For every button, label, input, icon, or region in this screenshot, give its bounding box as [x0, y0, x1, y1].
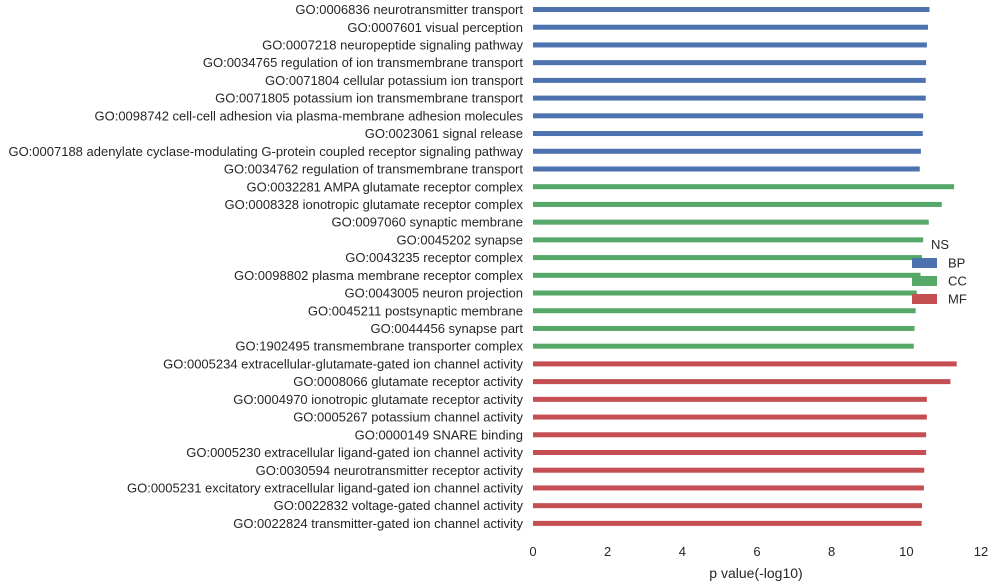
category-label: GO:0008066 glutamate receptor activity [293, 374, 523, 389]
bar-mf-7 [533, 485, 924, 491]
bar-cc-1 [533, 201, 942, 207]
category-labels: GO:0006836 neurotransmitter transport GO:… [8, 2, 523, 531]
category-label: GO:0098802 plasma membrane receptor comp… [234, 268, 524, 283]
bar-mf-2 [533, 396, 927, 402]
legend-swatch-bp [912, 258, 937, 268]
bar-bp-0 [533, 7, 930, 12]
bar-bp-1 [533, 24, 928, 30]
bar-mf-8 [533, 503, 923, 509]
bar-mf-4 [533, 432, 927, 438]
x-tick-label: 8 [828, 544, 835, 559]
bar-bp-5 [533, 95, 926, 101]
bar-mf-1 [533, 379, 951, 385]
bar-bp-3 [533, 60, 927, 66]
bar-cc-3 [533, 237, 924, 243]
legend: NS BP CC MF [912, 237, 967, 307]
category-label: GO:0045202 synapse [397, 232, 523, 247]
legend-swatch-cc [912, 276, 937, 286]
category-label: GO:0071804 cellular potassium ion transp… [265, 73, 523, 88]
category-label: GO:0022832 voltage-gated channel activit… [274, 498, 524, 513]
legend-title: NS [931, 237, 949, 252]
bar-mf-3 [533, 414, 927, 420]
category-label: GO:0045211 postsynaptic membrane [308, 303, 523, 318]
category-label: GO:0007218 neuropeptide signaling pathwa… [262, 37, 523, 52]
bar-cc-5 [533, 272, 921, 278]
x-tick-label: 6 [753, 544, 760, 559]
category-label: GO:0022824 transmitter-gated ion channel… [233, 516, 523, 531]
category-label: GO:0071805 potassium ion transmembrane t… [215, 91, 523, 106]
category-label: GO:0043235 receptor complex [345, 250, 523, 265]
category-label: GO:0004970 ionotropic glutamate receptor… [233, 392, 523, 407]
legend-label-bp: BP [948, 256, 965, 271]
x-tick-label: 12 [974, 544, 988, 559]
category-label: GO:0000149 SNARE binding [355, 427, 523, 442]
category-label: GO:0043005 neuron projection [344, 286, 523, 301]
category-label: GO:0034765 regulation of ion transmembra… [203, 55, 524, 70]
bar-bp-7 [533, 131, 923, 137]
bar-mf-9 [533, 520, 922, 526]
category-label: GO:0008328 ionotropic glutamate receptor… [225, 197, 524, 212]
bar-bp-9 [533, 166, 920, 172]
x-tick-label: 2 [604, 544, 611, 559]
bar-cc-7 [533, 308, 916, 314]
category-label: GO:0007601 visual perception [347, 20, 523, 35]
bar-mf-0 [533, 361, 957, 367]
bar-cc-0 [533, 184, 955, 190]
x-tick-label: 10 [899, 544, 913, 559]
category-label: GO:1902495 transmembrane transporter com… [235, 339, 523, 354]
bar-mf-6 [533, 467, 925, 473]
legend-label-mf: MF [948, 292, 967, 307]
bar-cc-8 [533, 325, 915, 331]
bar-bp-2 [533, 42, 927, 48]
category-label: GO:0034762 regulation of transmembrane t… [224, 162, 524, 177]
bar-bp-4 [533, 77, 926, 83]
category-label: GO:0023061 signal release [365, 126, 523, 141]
bar-cc-6 [533, 290, 917, 296]
x-axis-ticks: 0 2 4 6 8 10 12 [529, 544, 988, 559]
category-label: GO:0005230 extracellular ligand-gated io… [186, 445, 523, 460]
x-tick-label: 0 [529, 544, 536, 559]
category-label: GO:0030594 neurotransmitter receptor act… [256, 463, 524, 478]
category-label: GO:0007188 adenylate cyclase-modulating … [8, 144, 523, 159]
bar-cc-4 [533, 255, 923, 261]
category-label: GO:0098742 cell-cell adhesion via plasma… [94, 108, 523, 123]
category-label: GO:0006836 neurotransmitter transport [295, 2, 523, 17]
x-tick-label: 4 [679, 544, 686, 559]
bars-group [533, 7, 957, 526]
category-label: GO:0005231 excitatory extracellular liga… [127, 480, 524, 495]
bar-cc-9 [533, 343, 914, 349]
bar-cc-2 [533, 219, 929, 225]
category-label: GO:0005234 extracellular-glutamate-gated… [163, 356, 523, 371]
bar-bp-8 [533, 148, 921, 154]
category-label: GO:0005267 potassium channel activity [293, 410, 523, 425]
x-axis-label: p value(-log10) [709, 565, 802, 581]
category-label: GO:0044456 synapse part [371, 321, 524, 336]
legend-label-cc: CC [948, 274, 967, 289]
category-label: GO:0097060 synaptic membrane [332, 215, 524, 230]
bar-mf-5 [533, 450, 927, 455]
bar-bp-6 [533, 113, 924, 119]
category-label: GO:0032281 AMPA glutamate receptor compl… [246, 179, 523, 194]
legend-swatch-mf [912, 294, 937, 304]
